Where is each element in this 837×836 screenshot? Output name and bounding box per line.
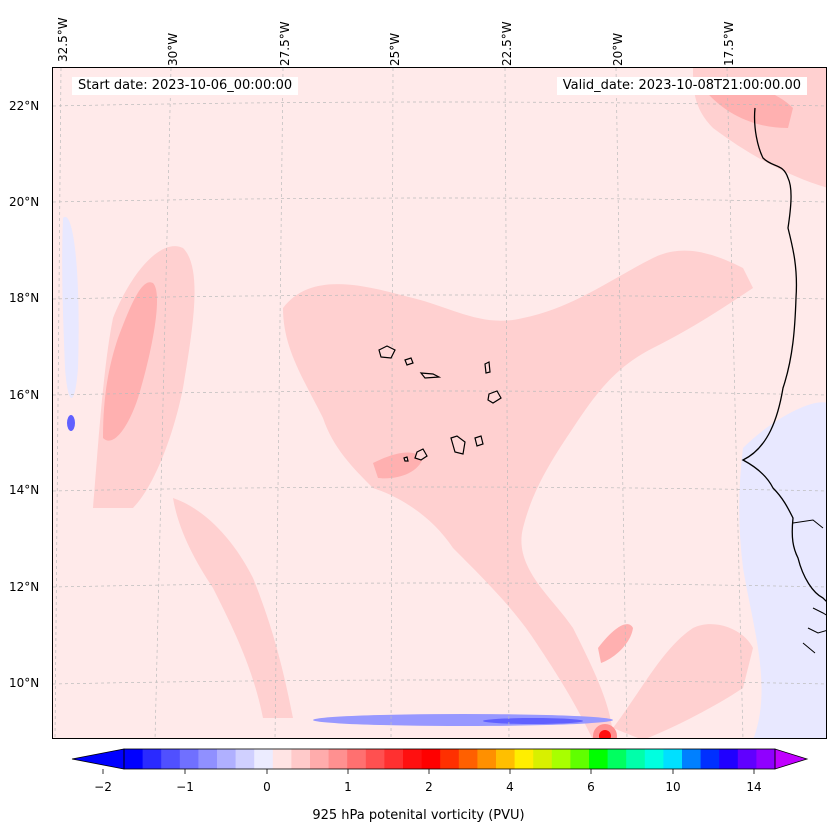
colorbar-cell [440, 749, 460, 769]
colorbar-cell [719, 749, 739, 769]
coastline-west-africa [741, 107, 826, 602]
colorbar-cell [310, 749, 330, 769]
colorbar-cell [235, 749, 255, 769]
strong-positive-pv-spot [593, 724, 617, 738]
colorbar-tick-neg1: −1 [176, 780, 194, 794]
lat-label-20n: 20°N [9, 195, 40, 209]
colorbar-tick-2: 2 [425, 780, 433, 794]
island-sao-nicolau [419, 372, 442, 379]
colorbar-cell [514, 749, 534, 769]
lat-label-10n: 10°N [9, 676, 40, 690]
coastline-gambia [792, 519, 824, 529]
lat-label-16n: 16°N [9, 388, 40, 402]
colorbar-cell [533, 749, 553, 769]
colorbar-cell [328, 749, 348, 769]
colorbar-tick-1: 1 [344, 780, 352, 794]
colorbar-cell [737, 749, 757, 769]
island-maio [474, 435, 484, 447]
coastline-guinea-bissau [802, 607, 826, 654]
cape-verde-islands [378, 345, 502, 462]
colorbar-cell [198, 749, 218, 769]
weak-negative-pv-regions [62, 216, 826, 738]
colorbar-cell [384, 749, 404, 769]
colorbar-max-extend [774, 748, 809, 770]
colorbar-cell [254, 749, 274, 769]
colorbar-cell [365, 749, 385, 769]
colorbar-cell [682, 749, 702, 769]
lat-label-18n: 18°N [9, 291, 40, 305]
lat-label-22n: 22°N [9, 99, 40, 113]
colorbar-cell [700, 749, 720, 769]
colorbar-cell [403, 749, 423, 769]
lat-label-12n: 12°N [9, 580, 40, 594]
colorbar-cell [421, 749, 441, 769]
island-sao-vicente [404, 357, 414, 366]
colorbar-cell [458, 749, 478, 769]
valid-date-label: Valid_date: 2023-10-08T21:00:00.00 [556, 77, 807, 95]
colorbar-cell [570, 749, 590, 769]
island-sal [484, 361, 491, 374]
lat-label-14n: 14°N [9, 483, 40, 497]
colorbar-cell [626, 749, 646, 769]
colorbar-tick-4: 4 [506, 780, 514, 794]
colorbar-cell [217, 749, 237, 769]
island-boa-vista [487, 390, 502, 404]
colorbar-cell [142, 749, 162, 769]
colorbar-cell [272, 749, 292, 769]
colorbar-tick-0: 0 [263, 780, 271, 794]
colorbar-cell [291, 749, 311, 769]
graticule-lines [53, 68, 826, 738]
colorbar-tick-10: 10 [665, 780, 681, 794]
colorbar-min-extend [71, 748, 125, 770]
pv-field-map [53, 68, 826, 738]
island-santiago [450, 435, 466, 455]
strong-negative-pv-core [67, 415, 583, 724]
colorbar-cell [607, 749, 627, 769]
island-santo-antao [378, 345, 396, 359]
island-fogo [414, 448, 428, 461]
colorbar-cell [589, 749, 609, 769]
colorbar-cell [347, 749, 367, 769]
start-date-label: Start date: 2023-10-06_00:00:00 [72, 77, 299, 95]
colorbar-tick-6: 6 [587, 780, 595, 794]
colorbar-tick-neg2: −2 [94, 780, 112, 794]
colorbar-cell [161, 749, 181, 769]
colorbar-cell [124, 749, 144, 769]
moderate-positive-pv-regions [103, 84, 793, 663]
colorbar-tick-14: 14 [746, 780, 762, 794]
island-brava [403, 456, 409, 462]
colorbar-cell [551, 749, 571, 769]
colorbar-tick-marks [102, 769, 755, 774]
colorbar-cell [663, 749, 683, 769]
colorbar-label: 925 hPa potenital vorticity (PVU) [312, 808, 525, 823]
colorbar-cell [179, 749, 199, 769]
colorbar-cell [756, 749, 776, 769]
colorbar-outline [123, 748, 776, 770]
map-panel[interactable] [52, 67, 827, 739]
colorbar-cell [496, 749, 516, 769]
colorbar-cell [477, 749, 497, 769]
colorbar-cells [124, 749, 776, 769]
colorbar [71, 748, 809, 774]
colorbar-cell [644, 749, 664, 769]
